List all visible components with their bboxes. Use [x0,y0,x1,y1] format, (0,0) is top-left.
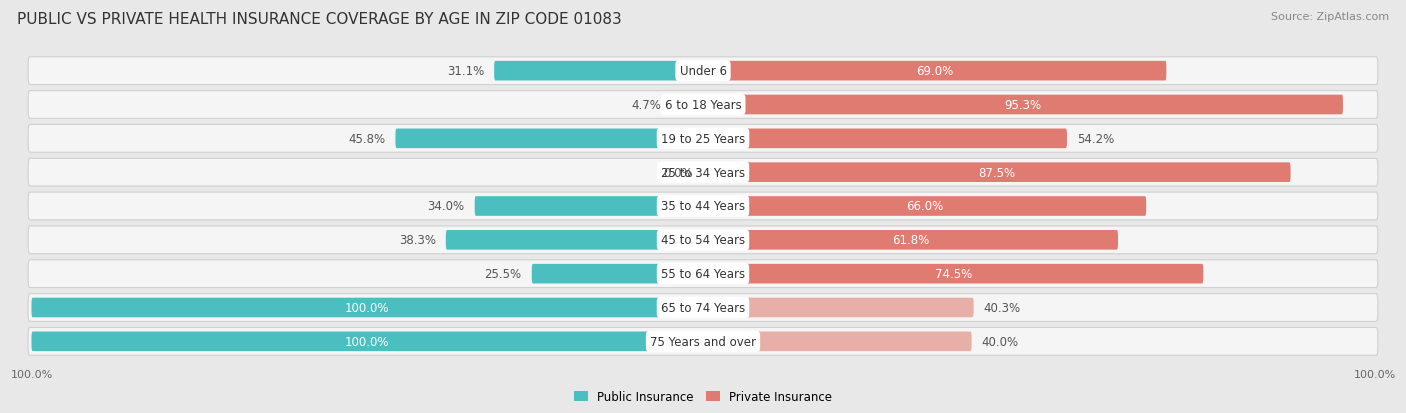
FancyBboxPatch shape [28,294,1378,322]
Text: 54.2%: 54.2% [1077,133,1115,145]
Text: 74.5%: 74.5% [935,268,972,280]
FancyBboxPatch shape [28,159,1378,187]
FancyBboxPatch shape [475,197,703,216]
FancyBboxPatch shape [703,163,1291,183]
FancyBboxPatch shape [672,95,703,115]
FancyBboxPatch shape [703,129,1067,149]
Text: Source: ZipAtlas.com: Source: ZipAtlas.com [1271,12,1389,22]
Text: 45 to 54 Years: 45 to 54 Years [661,234,745,247]
FancyBboxPatch shape [395,129,703,149]
Text: 87.5%: 87.5% [979,166,1015,179]
FancyBboxPatch shape [446,230,703,250]
FancyBboxPatch shape [28,328,1378,355]
FancyBboxPatch shape [703,332,972,351]
Text: Under 6: Under 6 [679,65,727,78]
FancyBboxPatch shape [28,125,1378,153]
FancyBboxPatch shape [703,197,1146,216]
Text: 0.0%: 0.0% [664,166,693,179]
FancyBboxPatch shape [28,58,1378,85]
Text: 65 to 74 Years: 65 to 74 Years [661,301,745,314]
Text: 66.0%: 66.0% [905,200,943,213]
Text: 35 to 44 Years: 35 to 44 Years [661,200,745,213]
Text: 75 Years and over: 75 Years and over [650,335,756,348]
Text: 40.3%: 40.3% [984,301,1021,314]
Text: 69.0%: 69.0% [917,65,953,78]
FancyBboxPatch shape [28,260,1378,288]
FancyBboxPatch shape [494,62,703,81]
Text: 38.3%: 38.3% [399,234,436,247]
FancyBboxPatch shape [28,226,1378,254]
FancyBboxPatch shape [703,62,1167,81]
FancyBboxPatch shape [31,332,703,351]
Text: PUBLIC VS PRIVATE HEALTH INSURANCE COVERAGE BY AGE IN ZIP CODE 01083: PUBLIC VS PRIVATE HEALTH INSURANCE COVER… [17,12,621,27]
Text: 31.1%: 31.1% [447,65,484,78]
Text: 55 to 64 Years: 55 to 64 Years [661,268,745,280]
Text: 25 to 34 Years: 25 to 34 Years [661,166,745,179]
Text: 19 to 25 Years: 19 to 25 Years [661,133,745,145]
Text: 61.8%: 61.8% [891,234,929,247]
FancyBboxPatch shape [28,192,1378,221]
Text: 45.8%: 45.8% [349,133,385,145]
FancyBboxPatch shape [703,230,1118,250]
FancyBboxPatch shape [703,95,1343,115]
FancyBboxPatch shape [31,298,703,318]
Text: 95.3%: 95.3% [1004,99,1042,112]
Text: 100.0%: 100.0% [344,301,389,314]
FancyBboxPatch shape [531,264,703,284]
Text: 40.0%: 40.0% [981,335,1019,348]
Text: 34.0%: 34.0% [427,200,464,213]
FancyBboxPatch shape [28,91,1378,119]
Legend: Public Insurance, Private Insurance: Public Insurance, Private Insurance [569,385,837,408]
Text: 4.7%: 4.7% [631,99,661,112]
Text: 6 to 18 Years: 6 to 18 Years [665,99,741,112]
Text: 100.0%: 100.0% [344,335,389,348]
FancyBboxPatch shape [703,264,1204,284]
Text: 25.5%: 25.5% [485,268,522,280]
FancyBboxPatch shape [703,298,973,318]
